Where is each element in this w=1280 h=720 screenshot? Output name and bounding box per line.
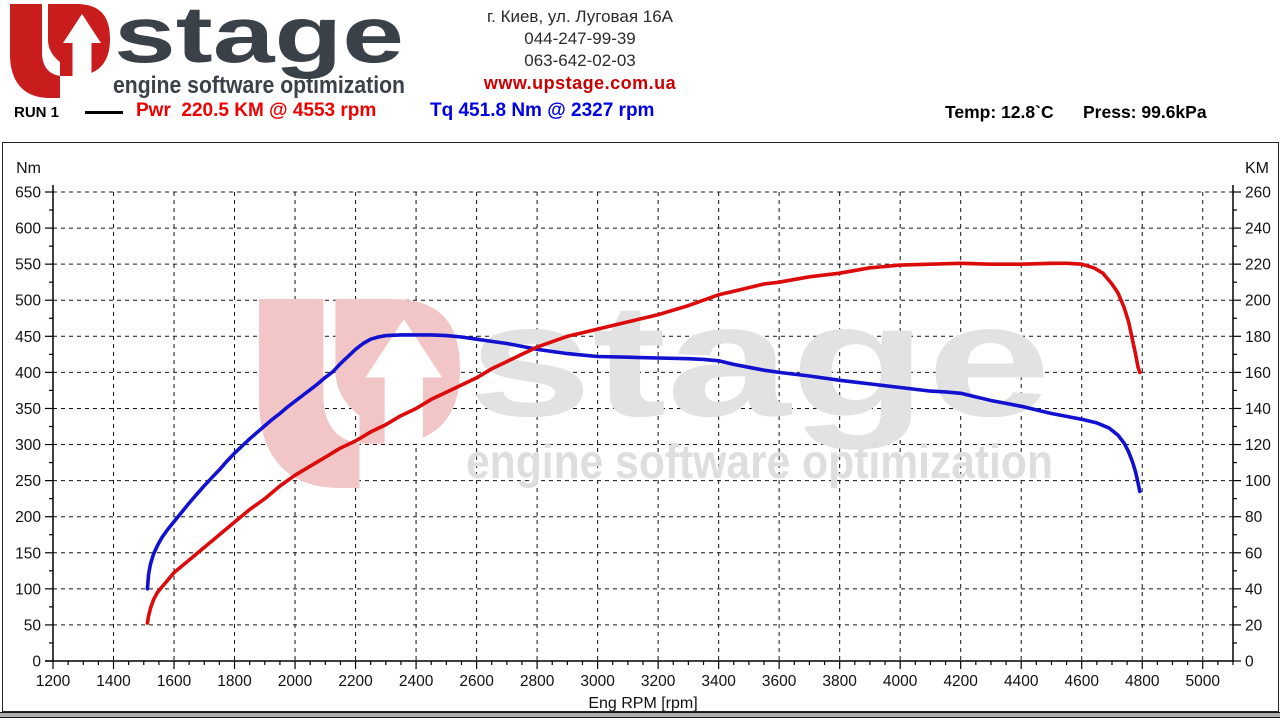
chart-frame: stage engine software optimization 0 50 100 1…: [2, 142, 1279, 712]
svg-text:3600: 3600: [762, 673, 797, 690]
svg-text:1400: 1400: [96, 673, 131, 690]
svg-text:3800: 3800: [822, 673, 857, 690]
svg-text:50: 50: [24, 617, 42, 634]
svg-text:40: 40: [1245, 581, 1263, 598]
svg-text:stage: stage: [468, 271, 1051, 451]
svg-text:1600: 1600: [157, 673, 192, 690]
svg-text:3400: 3400: [701, 673, 736, 690]
svg-text:4600: 4600: [1064, 673, 1099, 690]
svg-text:450: 450: [15, 329, 41, 346]
svg-text:300: 300: [15, 437, 41, 454]
svg-text:220: 220: [1245, 257, 1271, 274]
svg-text:150: 150: [15, 545, 41, 562]
svg-text:1200: 1200: [36, 673, 71, 690]
svg-text:140: 140: [1245, 401, 1271, 418]
power-curve: [145, 261, 1142, 625]
svg-text:80: 80: [1245, 509, 1263, 526]
svg-text:3200: 3200: [641, 673, 676, 690]
upstage-logo: stage engine software optimization: [10, 2, 405, 99]
svg-text:1800: 1800: [217, 673, 252, 690]
x-axis-title: Eng RPM [rpm]: [588, 695, 697, 711]
svg-text:650: 650: [15, 185, 41, 202]
svg-text:550: 550: [15, 257, 41, 274]
header: stage engine software optimization г. Ки…: [0, 0, 1280, 99]
svg-text:200: 200: [1245, 293, 1271, 310]
left-axis-title: Nm: [16, 160, 41, 177]
svg-text:4000: 4000: [883, 673, 918, 690]
bottom-separator: [0, 712, 1280, 718]
svg-text:100: 100: [15, 581, 41, 598]
svg-text:4200: 4200: [943, 673, 978, 690]
svg-text:2200: 2200: [338, 673, 373, 690]
svg-text:100: 100: [1245, 473, 1271, 490]
temperature-reading: Temp: 12.8`C: [945, 102, 1054, 122]
svg-text:0: 0: [32, 654, 41, 671]
svg-text:5000: 5000: [1186, 673, 1221, 690]
svg-text:120: 120: [1245, 437, 1271, 454]
pressure-reading: Press: 99.6kPa: [1083, 102, 1207, 122]
torque-result: Tq 451.8 Nm @ 2327 rpm: [430, 100, 655, 121]
svg-text:0: 0: [1245, 654, 1254, 671]
svg-text:2600: 2600: [459, 673, 494, 690]
svg-text:160: 160: [1245, 365, 1271, 382]
svg-text:60: 60: [1245, 545, 1263, 562]
svg-text:2400: 2400: [399, 673, 434, 690]
logo-tagline: engine software optimization: [113, 72, 405, 99]
svg-text:400: 400: [15, 365, 41, 382]
svg-text:240: 240: [1245, 221, 1271, 238]
svg-text:4400: 4400: [1004, 673, 1039, 690]
svg-text:20: 20: [1245, 617, 1263, 634]
svg-text:250: 250: [15, 473, 41, 490]
tick-labels: 0 50 100 150 200 250 300 350 400 450 500 550 600 650 0…: [15, 185, 1271, 691]
svg-text:200: 200: [15, 509, 41, 526]
arrow-up-icon: [365, 319, 442, 444]
run-label: RUN 1: [14, 104, 60, 121]
contact-phone-2: 063-642-02-03: [524, 51, 636, 70]
logo-wordmark: stage: [114, 2, 404, 79]
svg-text:2800: 2800: [520, 673, 555, 690]
svg-text:600: 600: [15, 221, 41, 238]
svg-text:2000: 2000: [278, 673, 313, 690]
svg-text:260: 260: [1245, 185, 1271, 202]
svg-text:3000: 3000: [580, 673, 615, 690]
right-axis-title: KM: [1245, 160, 1269, 177]
arrow-up-icon: [63, 14, 101, 76]
contact-address: г. Киев, ул. Луговая 16А: [487, 7, 673, 26]
contact-website: www.upstage.com.ua: [483, 73, 677, 93]
contact-phone-1: 044-247-99-39: [524, 29, 636, 48]
svg-text:engine software optimization: engine software optimization: [466, 435, 1053, 489]
power-result: Pwr 220.5 KM @ 4553 rpm: [136, 100, 377, 121]
tick-marks: [45, 191, 1241, 669]
svg-text:4800: 4800: [1125, 673, 1160, 690]
svg-text:180: 180: [1245, 329, 1271, 346]
svg-text:500: 500: [15, 293, 41, 310]
torque-curve: [145, 333, 1142, 591]
svg-text:350: 350: [15, 401, 41, 418]
contact-block: г. Киев, ул. Луговая 16А 044-247-99-39 0…: [400, 6, 760, 95]
run-legend-line: [85, 111, 123, 114]
up-arrow-monogram-icon: [10, 4, 110, 98]
